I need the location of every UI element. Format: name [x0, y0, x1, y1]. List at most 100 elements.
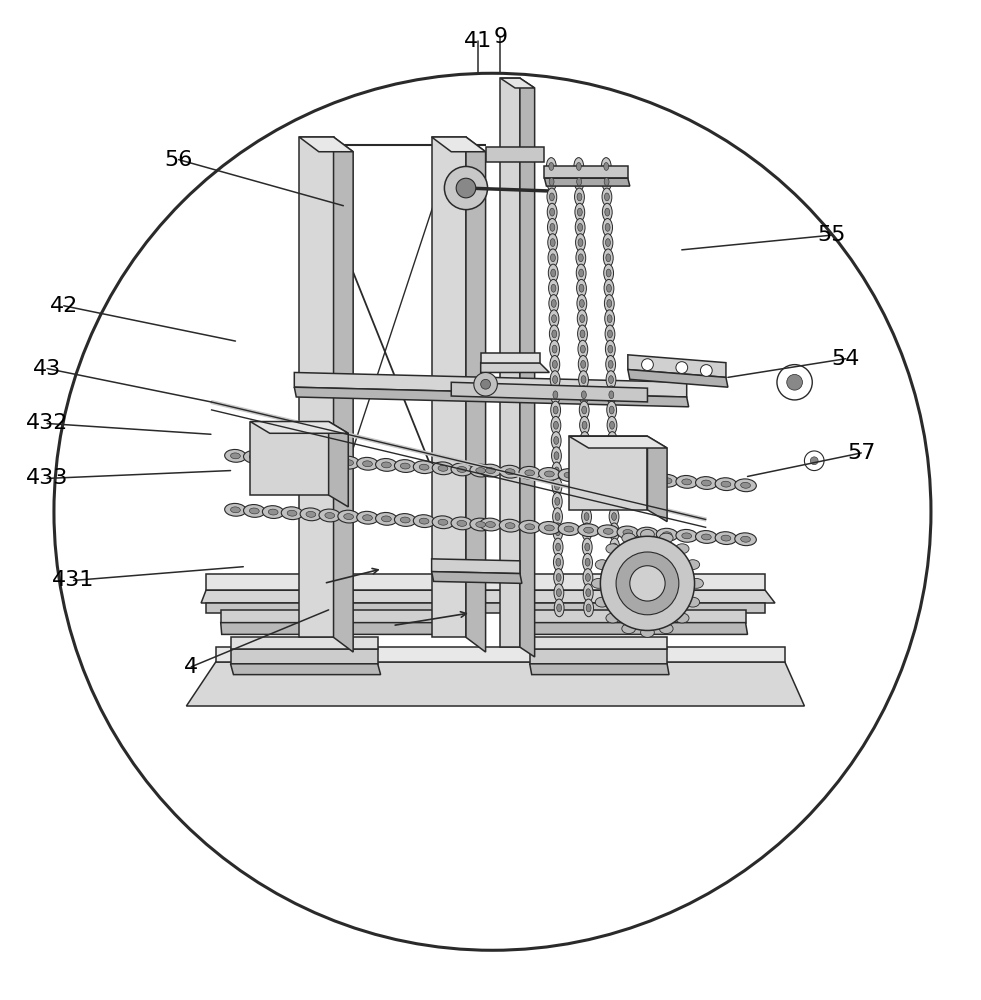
Ellipse shape	[555, 513, 560, 520]
Ellipse shape	[610, 569, 620, 586]
Ellipse shape	[610, 467, 615, 475]
Text: 9: 9	[493, 27, 507, 47]
Ellipse shape	[579, 254, 584, 262]
Ellipse shape	[451, 517, 473, 530]
Ellipse shape	[610, 452, 615, 460]
Ellipse shape	[357, 511, 379, 524]
Ellipse shape	[578, 239, 583, 246]
Ellipse shape	[597, 525, 619, 538]
Ellipse shape	[546, 173, 556, 191]
Ellipse shape	[505, 469, 515, 475]
Ellipse shape	[585, 528, 590, 536]
Ellipse shape	[556, 558, 561, 566]
Ellipse shape	[580, 330, 585, 338]
Ellipse shape	[608, 345, 613, 353]
Ellipse shape	[480, 518, 501, 531]
Ellipse shape	[605, 325, 615, 343]
Ellipse shape	[554, 482, 559, 490]
Ellipse shape	[525, 524, 535, 530]
Ellipse shape	[548, 163, 554, 170]
Ellipse shape	[606, 386, 616, 404]
Ellipse shape	[578, 340, 588, 358]
Ellipse shape	[602, 219, 612, 236]
Ellipse shape	[585, 543, 590, 551]
Ellipse shape	[363, 515, 373, 521]
Ellipse shape	[682, 479, 692, 485]
Ellipse shape	[601, 158, 611, 175]
Ellipse shape	[580, 401, 590, 419]
Ellipse shape	[413, 515, 435, 528]
Ellipse shape	[470, 518, 491, 531]
Ellipse shape	[551, 432, 561, 449]
Ellipse shape	[606, 284, 611, 292]
Ellipse shape	[262, 452, 284, 465]
Ellipse shape	[553, 437, 558, 444]
Ellipse shape	[552, 462, 562, 480]
Polygon shape	[432, 572, 522, 583]
Ellipse shape	[325, 513, 335, 518]
Ellipse shape	[268, 455, 278, 461]
Text: 42: 42	[50, 296, 77, 316]
Ellipse shape	[576, 234, 586, 251]
Ellipse shape	[539, 468, 560, 480]
Ellipse shape	[580, 300, 585, 307]
Ellipse shape	[582, 406, 587, 414]
Ellipse shape	[577, 310, 587, 328]
Ellipse shape	[382, 516, 391, 522]
Polygon shape	[569, 436, 667, 448]
Ellipse shape	[552, 330, 557, 338]
Ellipse shape	[564, 472, 574, 478]
Polygon shape	[250, 422, 348, 433]
Ellipse shape	[595, 597, 609, 607]
Ellipse shape	[686, 560, 699, 570]
Ellipse shape	[578, 223, 583, 231]
Ellipse shape	[519, 466, 541, 479]
Ellipse shape	[612, 558, 617, 566]
Ellipse shape	[578, 524, 599, 537]
Ellipse shape	[268, 509, 278, 515]
Ellipse shape	[376, 459, 397, 471]
Polygon shape	[299, 137, 334, 637]
Ellipse shape	[609, 523, 619, 541]
Ellipse shape	[613, 574, 618, 581]
Ellipse shape	[659, 533, 673, 543]
Ellipse shape	[554, 467, 559, 475]
Polygon shape	[520, 78, 535, 657]
Ellipse shape	[583, 467, 588, 475]
Text: 433: 433	[26, 468, 69, 488]
Ellipse shape	[623, 476, 633, 481]
Ellipse shape	[578, 470, 599, 483]
Ellipse shape	[549, 208, 554, 216]
Ellipse shape	[735, 533, 756, 546]
Ellipse shape	[499, 465, 521, 478]
Ellipse shape	[549, 310, 559, 328]
Circle shape	[642, 359, 653, 371]
Ellipse shape	[505, 523, 515, 529]
Ellipse shape	[582, 421, 587, 429]
Ellipse shape	[225, 503, 246, 516]
Ellipse shape	[609, 406, 614, 414]
Ellipse shape	[551, 300, 556, 307]
Ellipse shape	[605, 239, 610, 246]
Polygon shape	[221, 623, 483, 634]
Ellipse shape	[584, 473, 594, 479]
Ellipse shape	[306, 511, 316, 517]
Ellipse shape	[611, 497, 616, 505]
Text: 55: 55	[817, 225, 847, 245]
Ellipse shape	[580, 315, 585, 323]
Text: 54: 54	[832, 349, 859, 369]
Ellipse shape	[597, 471, 619, 484]
Ellipse shape	[363, 461, 373, 467]
Ellipse shape	[394, 460, 416, 472]
Ellipse shape	[580, 416, 590, 434]
Polygon shape	[299, 137, 353, 152]
Ellipse shape	[413, 461, 435, 474]
Ellipse shape	[613, 589, 618, 597]
Ellipse shape	[556, 589, 561, 597]
Ellipse shape	[480, 464, 501, 477]
Ellipse shape	[735, 479, 756, 492]
Polygon shape	[221, 610, 481, 623]
Ellipse shape	[675, 544, 689, 554]
Polygon shape	[544, 166, 628, 178]
Ellipse shape	[608, 360, 613, 368]
